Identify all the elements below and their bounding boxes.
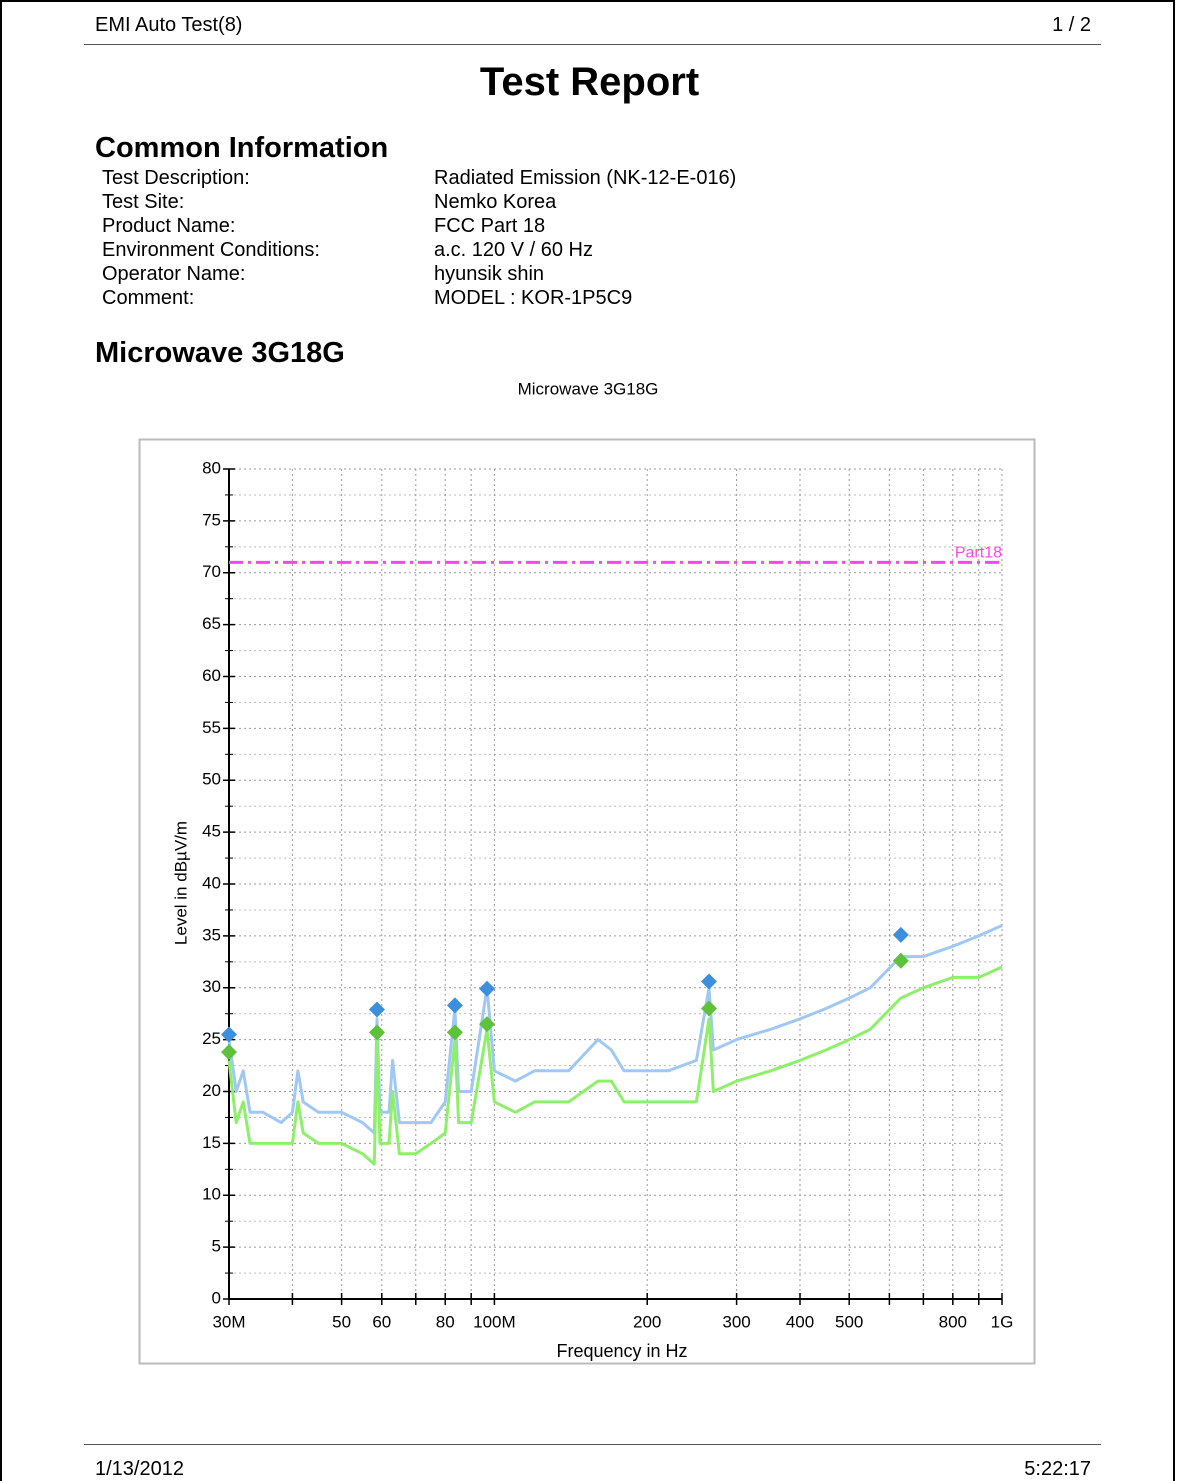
info-label: Operator Name: bbox=[102, 263, 246, 285]
section-heading: Microwave 3G18G bbox=[95, 337, 345, 369]
info-value: Radiated Emission (NK-12-E-016) bbox=[434, 167, 737, 189]
footer-rule bbox=[84, 1444, 1101, 1445]
trace bbox=[227, 965, 1003, 1166]
marker bbox=[221, 1044, 237, 1061]
x-tick-label: 80 bbox=[436, 1312, 455, 1331]
y-tick-label: 75 bbox=[202, 510, 221, 529]
x-tick-label: 400 bbox=[786, 1312, 814, 1331]
chart: Microwave 3G18G Frequency in Hz Level in… bbox=[138, 379, 1036, 1365]
y-tick-label: 25 bbox=[202, 1029, 221, 1048]
marker bbox=[479, 1016, 496, 1033]
header-left: EMI Auto Test(8) bbox=[95, 14, 243, 36]
header-right: 1 / 2 bbox=[1052, 14, 1091, 36]
y-tick-label: 10 bbox=[202, 1185, 221, 1204]
y-tick-label: 65 bbox=[202, 614, 221, 633]
marker bbox=[479, 980, 496, 997]
marker bbox=[700, 1000, 717, 1017]
x-tick-label: 300 bbox=[722, 1312, 750, 1331]
y-tick-label: 40 bbox=[202, 873, 221, 892]
y-axis-label: Level in dBµV/m bbox=[171, 821, 190, 945]
marker bbox=[446, 1024, 463, 1041]
y-tick-label: 60 bbox=[202, 666, 221, 685]
x-tick-label: 1G bbox=[991, 1312, 1014, 1331]
info-label: Test Description: bbox=[102, 167, 250, 189]
info-label: Test Site: bbox=[102, 191, 185, 213]
y-tick-label: 20 bbox=[202, 1081, 221, 1100]
x-tick-label: 500 bbox=[835, 1312, 863, 1331]
x-tick-label: 50 bbox=[332, 1312, 351, 1331]
x-tick-label: 100M bbox=[473, 1312, 516, 1331]
info-label: Product Name: bbox=[102, 215, 236, 237]
info-value: a.c. 120 V / 60 Hz bbox=[434, 239, 593, 261]
x-axis-label: Frequency in Hz bbox=[556, 1341, 687, 1361]
report-title: Test Report bbox=[479, 60, 700, 104]
marker bbox=[368, 1001, 385, 1018]
marker bbox=[368, 1024, 385, 1041]
info-value: hyunsik shin bbox=[434, 263, 545, 285]
marker bbox=[700, 973, 717, 990]
x-tick-label: 200 bbox=[633, 1312, 661, 1331]
info-heading: Common Information bbox=[95, 132, 389, 164]
marker bbox=[221, 1026, 237, 1043]
y-tick-label: 50 bbox=[202, 770, 221, 789]
footer-right: 5:22:17 bbox=[1024, 1458, 1091, 1480]
limit-label: Part18 bbox=[955, 545, 1002, 562]
footer-left: 1/13/2012 bbox=[95, 1458, 184, 1480]
y-tick-label: 35 bbox=[202, 925, 221, 944]
y-tick-label: 5 bbox=[212, 1237, 221, 1256]
y-tick-label: 70 bbox=[202, 562, 221, 581]
info-label: Comment: bbox=[102, 287, 195, 309]
y-tick-label: 55 bbox=[202, 718, 221, 737]
y-tick-label: 15 bbox=[202, 1133, 221, 1152]
x-tick-label: 800 bbox=[939, 1312, 967, 1331]
trace bbox=[227, 924, 1003, 1135]
info-value: Nemko Korea bbox=[434, 191, 557, 213]
y-tick-label: 30 bbox=[202, 977, 221, 996]
header-rule bbox=[84, 44, 1101, 45]
marker bbox=[892, 952, 909, 969]
y-tick-label: 45 bbox=[202, 822, 221, 841]
info-value: FCC Part 18 bbox=[434, 215, 546, 237]
y-tick-label: 80 bbox=[202, 458, 221, 477]
marker bbox=[892, 926, 909, 943]
info-value: MODEL : KOR-1P5C9 bbox=[434, 287, 633, 309]
chart-title: Microwave 3G18G bbox=[518, 379, 659, 398]
marker bbox=[446, 997, 463, 1014]
y-tick-label: 0 bbox=[212, 1288, 221, 1307]
x-tick-label: 60 bbox=[372, 1312, 391, 1331]
chart-frame bbox=[138, 438, 1036, 1365]
info-label: Environment Conditions: bbox=[102, 239, 320, 261]
x-tick-label: 30M bbox=[212, 1312, 245, 1331]
